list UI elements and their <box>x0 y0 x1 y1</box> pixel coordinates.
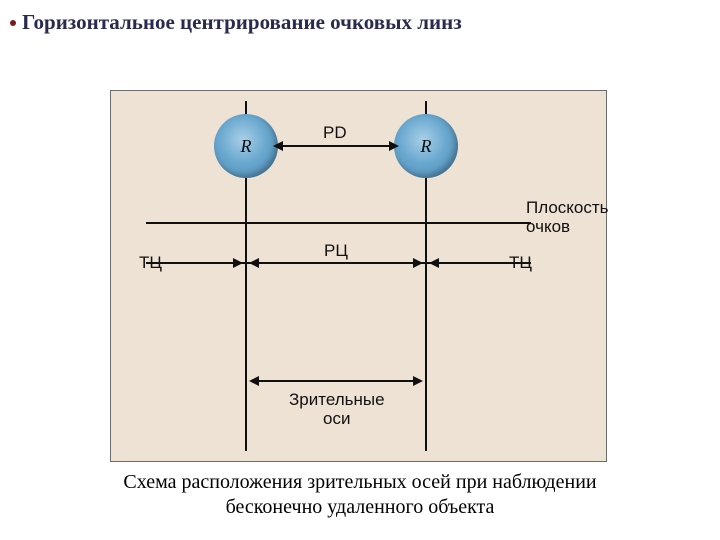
right-pupil: R <box>394 114 458 178</box>
glasses-plane-label: Плоскость очков <box>526 199 609 236</box>
tc-left-label: ТЦ <box>139 253 162 273</box>
caption: Схема расположения зрительных осей при н… <box>0 470 720 520</box>
visual-axes-text-1: Зрительные <box>289 390 385 409</box>
pd-arrow-head-right <box>389 141 399 151</box>
pd-arrow-head-left <box>273 141 283 151</box>
visual-axes-text-2: оси <box>323 409 350 428</box>
rc-arrow-head-left <box>249 258 259 268</box>
tc-right-arrow-head <box>429 258 439 268</box>
caption-line-1: Схема расположения зрительных осей при н… <box>123 471 596 493</box>
visual-axes-arrow-line <box>256 380 416 382</box>
lens-centering-diagram: R R PD Плоскость очков ТЦ ТЦ РЦ Зрительн… <box>110 90 607 462</box>
tc-left-arrow-head <box>233 258 243 268</box>
rc-arrow-head-right <box>413 258 423 268</box>
tc-left-arrow-line <box>166 262 236 264</box>
visual-axes-arrow-head-left <box>249 376 259 386</box>
left-pupil: R <box>214 114 278 178</box>
rc-label: РЦ <box>324 241 348 261</box>
pd-arrow-line <box>281 145 391 147</box>
visual-axes-arrow-head-right <box>413 376 423 386</box>
glasses-plane-line <box>146 222 531 224</box>
caption-line-2: бесконечно удаленного объекта <box>226 496 495 518</box>
page-title: Горизонтальное центрирование очковых лин… <box>22 10 462 35</box>
right-pupil-label: R <box>421 136 432 157</box>
glasses-plane-text-1: Плоскость <box>526 198 609 217</box>
tc-right-label: ТЦ <box>509 253 532 273</box>
left-pupil-label: R <box>241 136 252 157</box>
tc-right-arrow-line <box>436 262 506 264</box>
pd-label: PD <box>323 123 347 143</box>
visual-axes-label: Зрительные оси <box>289 391 385 428</box>
title-bullet <box>10 20 16 26</box>
glasses-plane-text-2: очков <box>526 217 570 236</box>
